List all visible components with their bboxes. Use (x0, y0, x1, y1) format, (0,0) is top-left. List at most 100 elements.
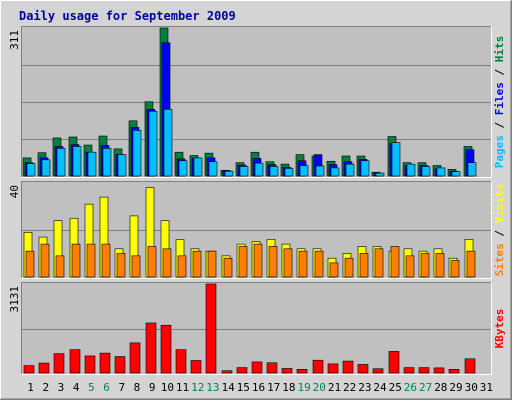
legend-separator: / (493, 62, 506, 82)
bar-pages-day-9 (148, 110, 158, 177)
bar-pages-day-19 (299, 165, 309, 177)
bar-sites-day-3 (55, 255, 65, 278)
bar-sites-day-25 (390, 246, 400, 278)
x-tick-label-day-13: 13 (206, 381, 219, 394)
x-tick-label-day-23: 23 (358, 381, 371, 394)
bar-sites-day-18 (283, 248, 293, 278)
bar-pages-day-23 (360, 160, 370, 177)
bar-kbytes-day-20 (312, 359, 324, 374)
x-tick-label-day-16: 16 (252, 381, 265, 394)
bar-sites-day-21 (329, 262, 339, 278)
bar-sites-day-30 (466, 250, 476, 278)
bar-kbytes-day-9 (145, 322, 157, 374)
bar-sites-day-11 (177, 255, 187, 278)
x-tick-label-day-20: 20 (313, 381, 326, 394)
bar-pages-day-28 (436, 167, 446, 177)
bar-sites-day-8 (131, 255, 141, 278)
x-tick-label-day-24: 24 (373, 381, 387, 394)
bar-kbytes-day-21 (327, 363, 339, 374)
bar-sites-day-26 (405, 255, 415, 278)
bar-pages-day-16 (254, 162, 264, 177)
bar-pages-day-22 (345, 163, 355, 177)
bar-kbytes-day-16 (251, 361, 263, 374)
panel-legend: Pages / Files / Hits (493, 36, 506, 169)
bar-kbytes-day-6 (99, 352, 111, 374)
bar-sites-day-27 (420, 253, 430, 278)
bar-kbytes-day-3 (53, 353, 65, 374)
bar-pages-day-10 (163, 109, 173, 177)
x-tick-label-day-9: 9 (149, 381, 156, 394)
bar-kbytes-day-7 (114, 356, 126, 374)
bar-kbytes-day-1 (23, 365, 35, 374)
bar-pages-day-21 (330, 167, 340, 177)
legend-item-sites: Sites (493, 243, 506, 276)
x-tick-label-day-2: 2 (42, 381, 49, 394)
bar-sites-day-15 (238, 246, 248, 278)
panel-legend: Sites / Visits (493, 184, 506, 277)
bar-pages-day-27 (421, 166, 431, 177)
x-tick-label-day-3: 3 (58, 381, 65, 394)
bar-pages-day-1 (26, 163, 36, 177)
x-tick-label-day-5: 5 (88, 381, 95, 394)
legend-text: Sites / Visits (493, 184, 506, 277)
bar-sites-day-5 (86, 243, 96, 278)
bar-sites-day-4 (71, 243, 81, 278)
bar-sites-day-12 (192, 250, 202, 278)
bar-sites-day-2 (40, 243, 50, 278)
y-axis-max-label: 311 (8, 30, 21, 50)
bar-pages-day-14 (224, 170, 234, 177)
bar-sites-day-16 (253, 243, 263, 278)
bar-sites-day-24 (374, 248, 384, 278)
bar-sites-day-20 (314, 250, 324, 278)
bar-pages-day-15 (239, 166, 249, 177)
legend-text: Pages / Files / Hits (493, 36, 506, 169)
panel-visits-sites: 40 Sites / Visits (8, 181, 506, 279)
bar-sites-day-28 (435, 253, 445, 278)
bar-sites-day-7 (116, 253, 126, 278)
legend-item-visits: Visits (493, 184, 506, 224)
x-tick-label-day-26: 26 (404, 381, 417, 394)
bar-kbytes-day-15 (236, 367, 248, 374)
panel-background (21, 282, 492, 375)
bar-pages-day-18 (284, 168, 294, 177)
x-tick-label-day-31: 31 (480, 381, 493, 394)
bar-kbytes-day-8 (129, 342, 141, 374)
bar-pages-day-20 (315, 165, 325, 177)
bar-kbytes-day-29 (448, 369, 460, 374)
bar-pages-day-29 (451, 171, 461, 177)
bar-sites-day-22 (344, 257, 354, 278)
bar-kbytes-day-26 (403, 367, 415, 374)
bar-pages-day-17 (269, 166, 279, 177)
bar-kbytes-day-14 (221, 370, 233, 374)
bar-sites-day-9 (147, 246, 157, 278)
x-tick-label-day-25: 25 (389, 381, 402, 394)
legend-separator: / (493, 115, 506, 135)
bar-sites-day-14 (223, 257, 233, 278)
legend-item-hits: Hits (493, 36, 506, 63)
x-tick-label-day-12: 12 (191, 381, 204, 394)
x-tick-label-day-8: 8 (134, 381, 141, 394)
x-tick-label-day-19: 19 (297, 381, 310, 394)
y-axis-max-label: 40 (8, 185, 21, 198)
bar-kbytes-day-19 (296, 369, 308, 374)
x-axis-tick-labels: 1 2 3 4 5 6 7 8 9 10 11 12 13 14 15 16 17 18 19 20 21 22 23 24 2… (27, 381, 493, 394)
bar-sites-day-13 (207, 250, 217, 278)
bar-pages-day-11 (178, 160, 188, 177)
bar-sites-day-23 (359, 253, 369, 278)
bar-kbytes-day-10 (160, 324, 172, 374)
legend-item-files: Files (493, 82, 506, 115)
bar-sites-day-19 (298, 250, 308, 278)
series-sites (25, 243, 476, 278)
bar-sites-day-29 (450, 260, 460, 278)
bar-pages-day-24 (375, 172, 385, 177)
bar-kbytes-day-27 (418, 367, 430, 374)
legend-separator: / (493, 223, 506, 243)
bar-pages-day-30 (467, 162, 477, 177)
x-tick-label-day-21: 21 (328, 381, 341, 394)
bar-kbytes-day-18 (281, 368, 293, 374)
bar-pages-day-5 (87, 151, 97, 177)
bar-pages-day-2 (41, 159, 51, 177)
x-tick-label-day-30: 30 (465, 381, 478, 394)
